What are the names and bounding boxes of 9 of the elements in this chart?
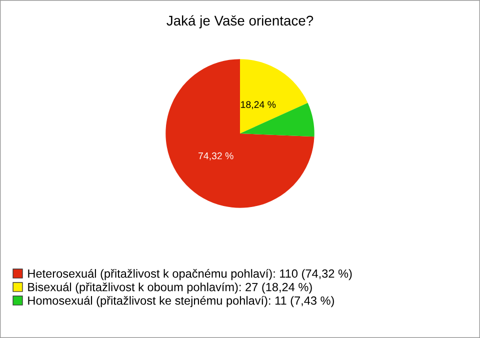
pie-slice — [166, 59, 314, 208]
data-label: 74,32 % — [198, 152, 234, 160]
data-label: 18,24 % — [241, 101, 276, 110]
legend-label: Homosexuál (přitažlivost ke stejnému pohlaví): 11 (7,43 %) — [28, 296, 334, 308]
legend-label: Heterosexuál (přitažlivost k opačnému pohlaví): 110 (74,32 %) — [28, 268, 352, 280]
legend-label: Bisexuál (přitažlivost k oboum pohlavím): 27 (18,24 %) — [28, 282, 312, 294]
pie-slice — [240, 59, 308, 134]
pie-slice — [240, 102, 314, 137]
chart-title: Jaká je Vaše orientace? — [166, 15, 314, 28]
